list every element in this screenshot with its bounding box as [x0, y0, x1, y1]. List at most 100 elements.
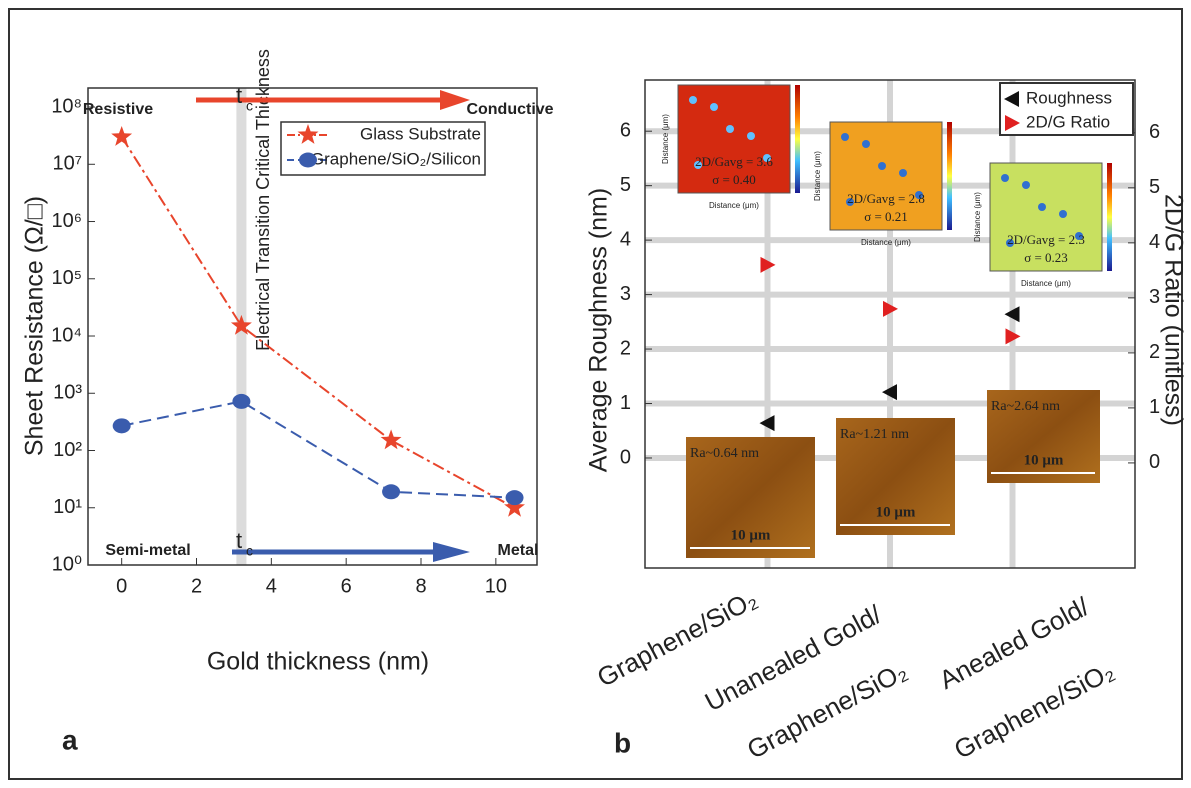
raman-sigma: σ = 0.21	[864, 209, 908, 224]
data-point	[111, 126, 133, 146]
raman-x-label: Distance (μm)	[861, 238, 911, 247]
x-tick-label: 4	[266, 575, 277, 597]
legend-marker	[297, 124, 319, 144]
y2-tick-label: 6	[1149, 121, 1160, 143]
raman-sigma: σ = 0.40	[712, 172, 756, 187]
map-spot	[1075, 232, 1083, 240]
series-line	[120, 136, 515, 509]
y-tick-label: 10⁶	[52, 210, 82, 232]
y-tick-label: 10⁸	[51, 95, 82, 117]
afm-inset: Ra~0.64 nm 10 μm	[686, 437, 815, 558]
data-point	[232, 393, 251, 409]
annotation: Metal	[498, 542, 539, 559]
raman-ratio: 2D/Gavg = 2.8	[847, 191, 925, 206]
frame	[8, 8, 1183, 780]
y-tick-label: 6	[620, 119, 631, 141]
raman-ratio: 2D/Gavg = 3.6	[695, 154, 773, 169]
y2-tick-label: 0	[1149, 451, 1160, 473]
y2-tick-label: 4	[1149, 231, 1160, 253]
y-tick-label: 10¹	[53, 496, 82, 518]
afm-inset: Ra~1.21 nm 10 μm	[836, 418, 955, 535]
raman-y-label: Distance (μm)	[661, 114, 670, 164]
y-axis-title: Average Roughness (nm)	[585, 188, 613, 472]
map-spot	[841, 133, 849, 141]
afm-roughness: Ra~2.64 nm	[991, 399, 1060, 414]
y2-tick-label: 2	[1149, 341, 1160, 363]
x-tick-label: 10	[485, 575, 507, 597]
raman-map	[829, 121, 943, 231]
data-point	[504, 496, 525, 517]
legend: Glass Substrate Graphene/SiO₂/Silicon	[280, 121, 486, 176]
map-spot	[1022, 181, 1030, 189]
plot-frame	[87, 87, 538, 566]
y-tick-label: 10⁴	[51, 324, 82, 346]
afm-roughness: Ra~0.64 nm	[690, 446, 759, 461]
annotation: Resistive	[83, 101, 153, 118]
panel-label: b	[614, 727, 631, 758]
map-spot	[1006, 239, 1014, 247]
y2-tick-label: 1	[1149, 396, 1160, 418]
x-tick-label: 2	[191, 575, 202, 597]
raman-ratio: 2D/Gavg = 2.3	[1007, 232, 1085, 247]
map-spot	[689, 96, 697, 104]
colorbar	[1107, 163, 1112, 271]
raman-inset: 2D/Gavg = 2.8 σ = 0.21 Distance (μm) Distan…	[813, 121, 952, 247]
annotation: Conductive	[466, 101, 553, 118]
map-spot	[899, 169, 907, 177]
y-tick-label: 10⁵	[51, 267, 82, 289]
arrow-head	[433, 542, 470, 562]
data-point	[382, 484, 401, 500]
tc-subscript: c	[246, 98, 253, 114]
raman-inset: 2D/Gavg = 2.3 σ = 0.23 Distance (μm) Distan…	[973, 162, 1112, 288]
map-spot	[726, 125, 734, 133]
map-spot	[1001, 174, 1009, 182]
series-line	[121, 400, 515, 499]
y-tick-label: 10³	[53, 382, 82, 404]
data-point	[505, 490, 524, 506]
map-spot	[710, 103, 718, 111]
data-point	[882, 384, 897, 401]
legend-box	[280, 121, 486, 176]
afm-image	[686, 437, 815, 558]
raman-y-label: Distance (μm)	[973, 192, 982, 242]
map-spot	[846, 198, 854, 206]
map-spot	[763, 154, 771, 162]
x-tick-label: 8	[415, 575, 426, 597]
data-point	[112, 418, 131, 434]
map-spot	[878, 162, 886, 170]
x-tick-label: 0	[116, 575, 127, 597]
legend-marker	[1005, 115, 1020, 131]
legend-box	[999, 82, 1134, 136]
raman-map	[989, 162, 1103, 272]
y-axis-title: Sheet Resistance (Ω/□)	[21, 196, 49, 456]
tc-subscript: c	[246, 543, 253, 559]
raman-x-label: Distance (μm)	[1021, 279, 1071, 288]
y2-axis-title: 2D/G Ratio (unitless)	[1159, 194, 1187, 426]
data-point	[759, 415, 775, 432]
data-point	[1004, 306, 1020, 323]
y-tick-label: 4	[620, 228, 631, 250]
raman-inset: 2D/Gavg = 3.6 σ = 0.40 Distance (μm) Distan…	[661, 84, 800, 210]
y-tick-label: 10⁰	[52, 553, 82, 575]
y-tick-label: 2	[620, 337, 631, 359]
data-point	[760, 256, 776, 273]
legend: Roughness 2D/G Ratio	[999, 82, 1134, 136]
y-tick-label: 10⁷	[53, 153, 82, 175]
map-spot	[1059, 210, 1067, 218]
afm-scale: 10 μm	[731, 527, 771, 543]
raman-y-label: Distance (μm)	[813, 151, 822, 201]
data-point	[380, 429, 402, 450]
legend-marker	[1004, 91, 1019, 107]
tc-label: t	[236, 83, 242, 108]
legend-label: Glass Substrate	[360, 124, 481, 143]
y2-tick-label: 3	[1149, 286, 1160, 308]
afm-roughness: Ra~1.21 nm	[840, 427, 909, 442]
plot-frame	[644, 79, 1136, 569]
data-point	[230, 314, 252, 335]
y-tick-label: 1	[620, 392, 631, 414]
afm-scale: 10 μm	[1024, 452, 1064, 468]
raman-map	[677, 84, 791, 194]
map-spot	[862, 140, 870, 148]
x-axis-title: Gold thickness (nm)	[207, 648, 429, 676]
